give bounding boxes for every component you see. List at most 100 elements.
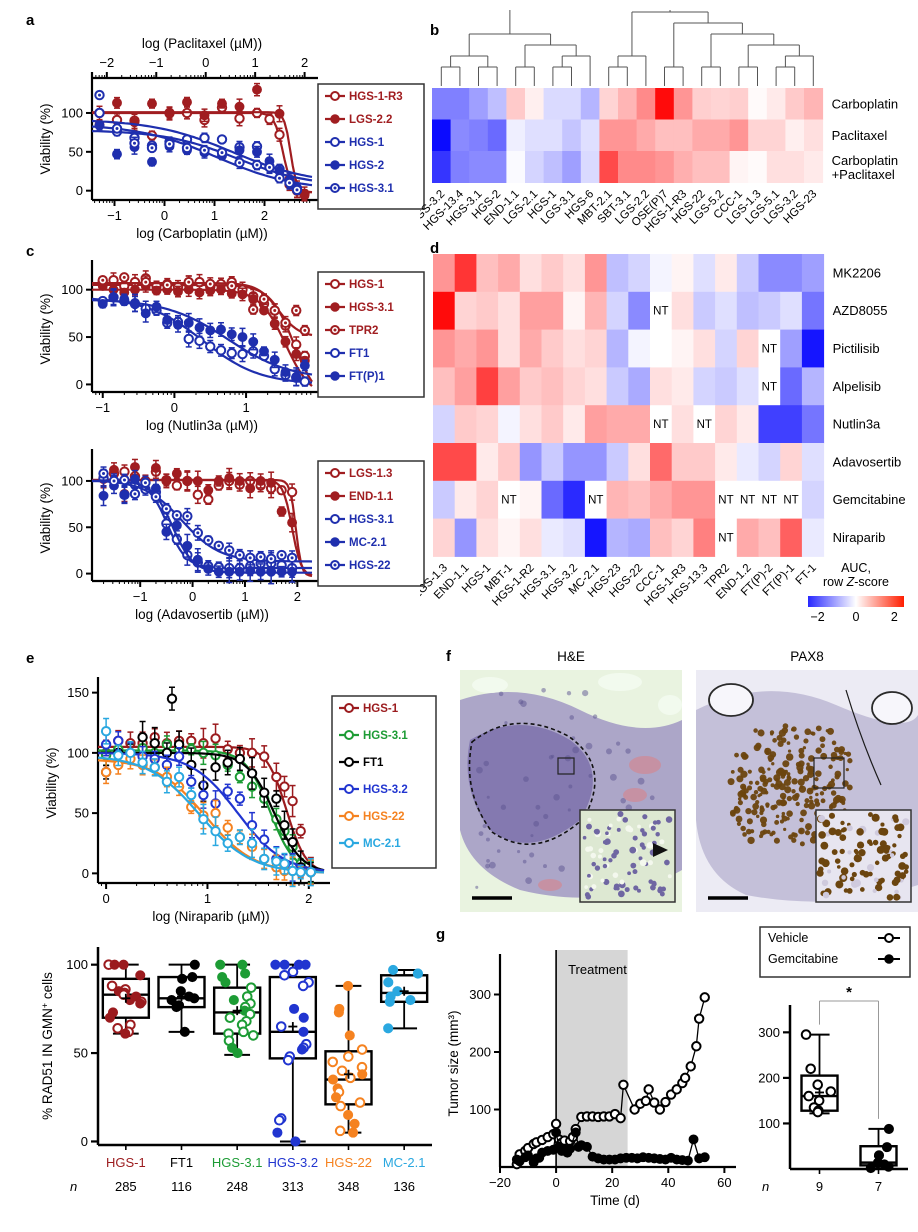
panel-f-histology: H&E PAX8 bbox=[440, 648, 918, 920]
svg-text:100: 100 bbox=[61, 282, 83, 297]
svg-text:Carboplatin: Carboplatin bbox=[832, 153, 899, 168]
svg-text:348: 348 bbox=[338, 1179, 360, 1194]
panel-c-adavosertib-chart: 0 50 100 −1 0 1 2 log (Adavosertib (µM)) Viabili… bbox=[12, 437, 432, 638]
svg-text:50: 50 bbox=[74, 1046, 88, 1061]
svg-text:HGS-3.1: HGS-3.1 bbox=[349, 302, 394, 314]
svg-text:log (Adavosertib (µM)): log (Adavosertib (µM)) bbox=[135, 607, 269, 622]
svg-text:LGS-2.2: LGS-2.2 bbox=[349, 114, 392, 126]
svg-text:50: 50 bbox=[69, 330, 83, 345]
svg-text:HGS-1: HGS-1 bbox=[106, 1155, 146, 1170]
svg-text:HGS-1: HGS-1 bbox=[363, 703, 399, 715]
svg-text:−1: −1 bbox=[95, 400, 110, 415]
panel-c-nutlin3a-chart: 0 50 100 −1 0 1 log (Nutlin3a (µM)) Viability (… bbox=[12, 240, 432, 443]
panel-b-heatmap: Carboplatin Paclitaxel Carboplatin +Paclita… bbox=[407, 0, 918, 251]
svg-text:248: 248 bbox=[226, 1179, 248, 1194]
svg-text:0: 0 bbox=[552, 1175, 559, 1190]
svg-text:−2: −2 bbox=[810, 610, 824, 624]
svg-text:FT-1: FT-1 bbox=[794, 562, 819, 587]
svg-text:FT1: FT1 bbox=[363, 757, 384, 769]
svg-text:0: 0 bbox=[102, 891, 109, 906]
svg-text:0: 0 bbox=[161, 208, 168, 223]
svg-text:1: 1 bbox=[241, 589, 248, 604]
svg-text:Vehicle: Vehicle bbox=[768, 931, 808, 945]
svg-text:n: n bbox=[70, 1179, 77, 1194]
svg-text:% RAD51 IN GMN+ cells: % RAD51 IN GMN+ cells bbox=[40, 972, 55, 1120]
svg-text:MC-2.1: MC-2.1 bbox=[363, 838, 401, 850]
svg-text:FT1: FT1 bbox=[349, 348, 370, 360]
svg-text:PAX8: PAX8 bbox=[790, 649, 824, 664]
svg-text:0: 0 bbox=[81, 1134, 88, 1149]
svg-text:2: 2 bbox=[261, 208, 268, 223]
svg-text:HGS-3.1: HGS-3.1 bbox=[363, 730, 408, 742]
svg-text:300: 300 bbox=[469, 987, 491, 1002]
svg-text:NT: NT bbox=[740, 495, 755, 507]
svg-text:0: 0 bbox=[171, 400, 178, 415]
svg-text:Tumor size (mm³): Tumor size (mm³) bbox=[446, 1011, 461, 1117]
svg-text:−1: −1 bbox=[107, 208, 122, 223]
svg-text:NT: NT bbox=[501, 495, 516, 507]
svg-text:2: 2 bbox=[891, 610, 898, 624]
svg-text:n: n bbox=[762, 1179, 769, 1194]
svg-text:2: 2 bbox=[301, 55, 308, 70]
svg-text:1: 1 bbox=[252, 55, 259, 70]
panel-label-d: d bbox=[430, 240, 440, 257]
svg-text:50: 50 bbox=[69, 520, 83, 535]
svg-text:−1: −1 bbox=[133, 589, 148, 604]
svg-text:HGS-2: HGS-2 bbox=[349, 160, 384, 172]
svg-text:Alpelisib: Alpelisib bbox=[833, 379, 881, 394]
svg-text:7: 7 bbox=[875, 1179, 882, 1194]
svg-text:136: 136 bbox=[393, 1179, 415, 1194]
svg-text:1: 1 bbox=[204, 891, 211, 906]
panel-label-f: f bbox=[446, 648, 451, 665]
svg-text:+Paclitaxel: +Paclitaxel bbox=[832, 167, 895, 182]
panel-a-dose-response-chart: 0 50 100 −1 0 1 2 log (Carboplatin (µM)) Viabili… bbox=[12, 10, 432, 247]
svg-text:100: 100 bbox=[469, 1102, 491, 1117]
svg-text:150: 150 bbox=[67, 685, 89, 700]
svg-text:NT: NT bbox=[653, 419, 668, 431]
svg-text:Viability (%): Viability (%) bbox=[38, 293, 53, 364]
svg-text:100: 100 bbox=[61, 105, 83, 120]
svg-text:HGS-3.1: HGS-3.1 bbox=[349, 514, 394, 526]
svg-text:40: 40 bbox=[661, 1175, 675, 1190]
svg-text:2: 2 bbox=[305, 891, 312, 906]
svg-text:Adavosertib: Adavosertib bbox=[833, 454, 902, 469]
svg-text:0: 0 bbox=[202, 55, 209, 70]
svg-text:NT: NT bbox=[718, 495, 733, 507]
svg-text:100: 100 bbox=[758, 1116, 780, 1131]
svg-text:0: 0 bbox=[76, 183, 83, 198]
svg-text:Viability (%): Viability (%) bbox=[38, 482, 53, 553]
svg-text:TPR2: TPR2 bbox=[349, 325, 378, 337]
panel-label-e: e bbox=[26, 650, 35, 667]
svg-text:MK2206: MK2206 bbox=[833, 265, 881, 280]
svg-text:Paclitaxel: Paclitaxel bbox=[832, 128, 888, 143]
svg-text:1: 1 bbox=[242, 400, 249, 415]
svg-text:FT(P)1: FT(P)1 bbox=[349, 371, 385, 383]
svg-text:END-1.1: END-1.1 bbox=[349, 491, 394, 503]
svg-text:0: 0 bbox=[76, 566, 83, 581]
svg-text:Niraparib: Niraparib bbox=[833, 530, 886, 545]
panel-d-heatmap: NT NT NT NT NT NT NT NT NT NT NT NT MK2206 AZD8055 Pic… bbox=[411, 238, 918, 643]
svg-text:−2: −2 bbox=[99, 55, 114, 70]
panel-label-b: b bbox=[430, 22, 440, 39]
panel-g-tumor-size-boxplot: 100200300Tumor size (mm³)97n*VehicleGemc… bbox=[732, 925, 918, 1232]
svg-text:log (Carboplatin (µM)): log (Carboplatin (µM)) bbox=[136, 226, 268, 241]
panel-e-niraparib-chart: 0 50 100 150 0 1 2 log (Niraparib (µM)) Viabilit… bbox=[12, 648, 444, 938]
svg-text:100: 100 bbox=[66, 957, 88, 972]
svg-text:Carboplatin: Carboplatin bbox=[832, 96, 899, 111]
svg-text:0: 0 bbox=[76, 377, 83, 392]
svg-text:116: 116 bbox=[171, 1179, 192, 1194]
svg-text:MC-2.1: MC-2.1 bbox=[349, 537, 387, 549]
svg-text:Time (d): Time (d) bbox=[590, 1193, 640, 1208]
panel-label-g: g bbox=[436, 926, 446, 943]
svg-text:0: 0 bbox=[82, 866, 89, 881]
svg-text:AUC,: AUC, bbox=[841, 561, 871, 575]
svg-text:Nutlin3a: Nutlin3a bbox=[833, 417, 881, 432]
panel-label-c: c bbox=[26, 243, 35, 260]
svg-text:−1: −1 bbox=[149, 55, 164, 70]
svg-text:−20: −20 bbox=[489, 1175, 511, 1190]
svg-text:AZD8055: AZD8055 bbox=[833, 303, 888, 318]
svg-text:9: 9 bbox=[816, 1179, 823, 1194]
svg-text:Pictilisib: Pictilisib bbox=[833, 341, 880, 356]
svg-text:100: 100 bbox=[67, 745, 89, 760]
